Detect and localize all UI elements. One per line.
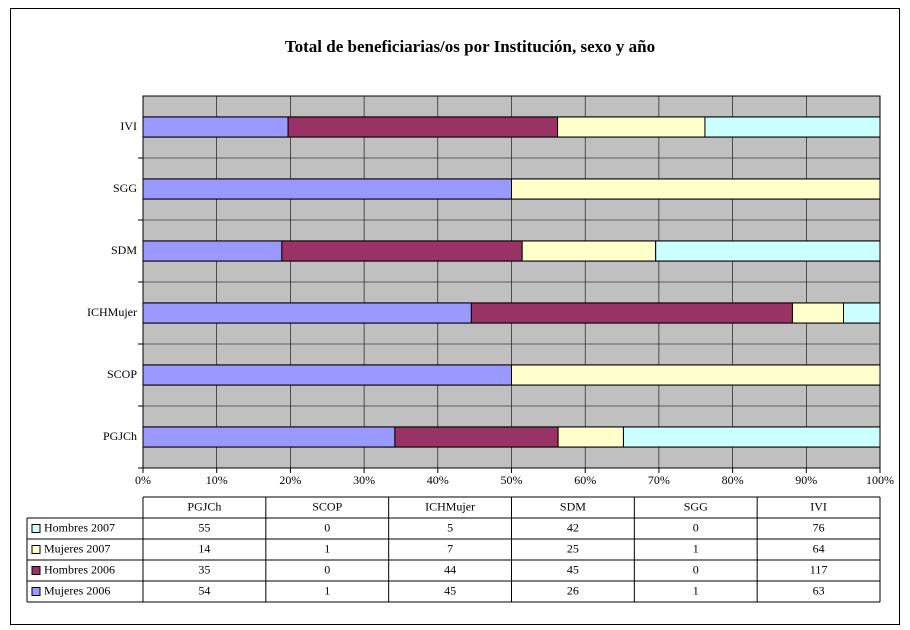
bar-segment bbox=[142, 116, 289, 138]
bar-segment bbox=[394, 426, 559, 448]
table-cell: 63 bbox=[813, 583, 825, 597]
table-cell: 0 bbox=[693, 520, 699, 534]
table-cell: 5 bbox=[447, 520, 453, 534]
table-cell: 54 bbox=[198, 583, 210, 597]
table-cell: 7 bbox=[447, 541, 453, 555]
legend-label: Hombres 2006 bbox=[44, 562, 115, 576]
x-tick-label: 20% bbox=[279, 473, 301, 487]
bar-segment bbox=[470, 302, 793, 324]
bar-segment bbox=[843, 302, 881, 324]
table-header: IVI bbox=[810, 499, 827, 513]
x-tick-label: 30% bbox=[353, 473, 375, 487]
legend-label: Hombres 2007 bbox=[44, 520, 115, 534]
x-tick-label: 60% bbox=[574, 473, 596, 487]
y-tick-label: SDM bbox=[111, 243, 137, 257]
table-header: ICHMujer bbox=[425, 499, 475, 513]
table-cell: 55 bbox=[198, 520, 210, 534]
bar-segment bbox=[557, 426, 624, 448]
bar-segment bbox=[622, 426, 881, 448]
table-cell: 35 bbox=[198, 562, 210, 576]
legend-swatch bbox=[31, 545, 41, 554]
legend-swatch bbox=[31, 566, 41, 575]
x-tick-label: 10% bbox=[206, 473, 228, 487]
table-cell: 26 bbox=[567, 583, 579, 597]
bar-segment bbox=[142, 426, 396, 448]
legend-label: Mujeres 2006 bbox=[44, 583, 110, 597]
table-header: SCOP bbox=[312, 499, 342, 513]
table-cell: 117 bbox=[810, 562, 828, 576]
bar-segment bbox=[142, 178, 512, 200]
x-tick-label: 80% bbox=[722, 473, 744, 487]
y-tick-label: PGJCh bbox=[103, 429, 137, 443]
bar-segment bbox=[287, 116, 559, 138]
bar-segment bbox=[557, 116, 706, 138]
bar-segment bbox=[511, 364, 881, 386]
table-cell: 64 bbox=[813, 541, 825, 555]
table-header: PGJCh bbox=[187, 499, 221, 513]
table-cell: 45 bbox=[567, 562, 579, 576]
x-tick-label: 0% bbox=[135, 473, 151, 487]
legend-swatch bbox=[31, 524, 41, 533]
x-tick-label: 100% bbox=[866, 473, 894, 487]
y-tick-label: SGG bbox=[113, 181, 137, 195]
x-tick-label: 50% bbox=[501, 473, 523, 487]
bar-segment bbox=[281, 240, 523, 262]
y-tick-label: SCOP bbox=[107, 367, 137, 381]
table-cell: 44 bbox=[444, 562, 456, 576]
bar-segment bbox=[142, 302, 472, 324]
x-tick-label: 40% bbox=[427, 473, 449, 487]
bar-segment bbox=[791, 302, 845, 324]
bar-segment bbox=[655, 240, 881, 262]
table-cell: 1 bbox=[693, 583, 699, 597]
table-cell: 1 bbox=[324, 583, 330, 597]
chart-title: Total de beneficiarias/os por Institució… bbox=[285, 37, 655, 56]
table-cell: 25 bbox=[567, 541, 579, 555]
table-cell: 0 bbox=[693, 562, 699, 576]
bar-segment bbox=[511, 178, 881, 200]
table-cell: 0 bbox=[324, 520, 330, 534]
y-tick-label: ICHMujer bbox=[87, 305, 137, 319]
bar-segment bbox=[704, 116, 881, 138]
table-cell: 76 bbox=[813, 520, 825, 534]
table-cell: 1 bbox=[324, 541, 330, 555]
table-header: SDM bbox=[560, 499, 586, 513]
legend-swatch bbox=[31, 587, 41, 596]
table-cell: 42 bbox=[567, 520, 579, 534]
table-cell: 14 bbox=[198, 541, 210, 555]
table-cell: 1 bbox=[693, 541, 699, 555]
table-cell: 45 bbox=[444, 583, 456, 597]
bar-segment bbox=[142, 364, 512, 386]
table-header: SGG bbox=[684, 499, 708, 513]
x-tick-label: 90% bbox=[795, 473, 817, 487]
bar-segment bbox=[142, 240, 283, 262]
table-cell: 0 bbox=[324, 562, 330, 576]
x-tick-label: 70% bbox=[648, 473, 670, 487]
y-tick-label: IVI bbox=[120, 119, 137, 133]
legend-label: Mujeres 2007 bbox=[44, 541, 110, 555]
bar-segment bbox=[521, 240, 657, 262]
